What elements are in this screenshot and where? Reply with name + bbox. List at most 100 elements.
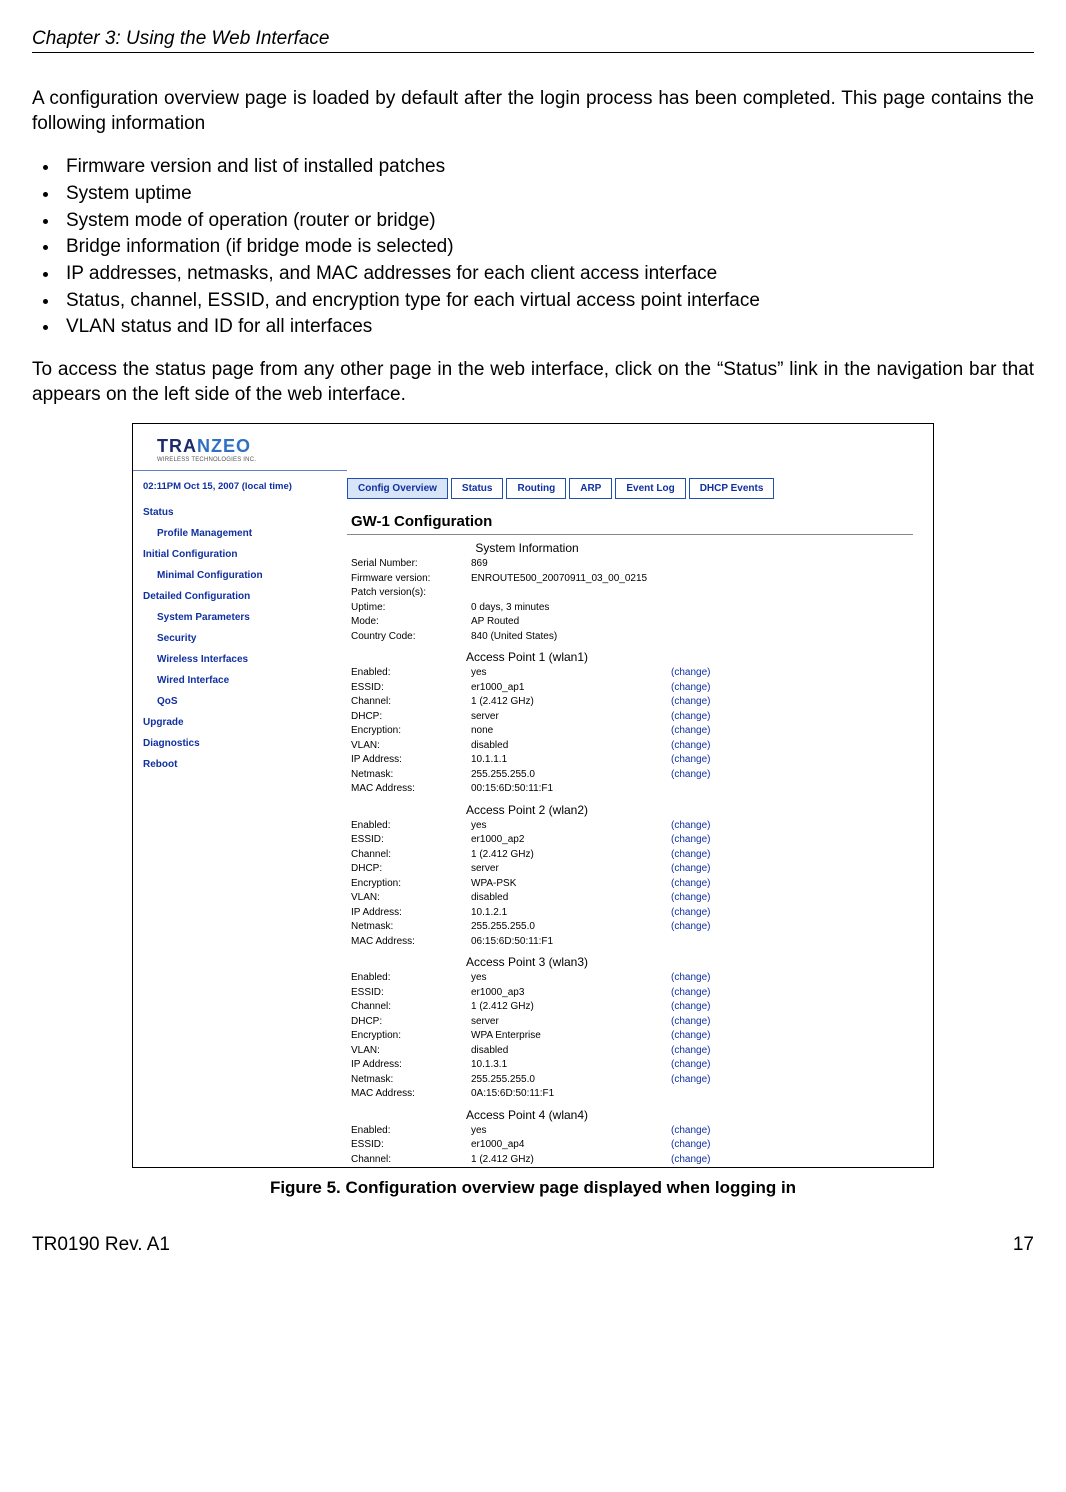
config-title: GW-1 Configuration xyxy=(347,499,913,535)
kv-row: Encryption:none(change) xyxy=(347,724,827,739)
kv-value: 06:15:6D:50:11:F1 xyxy=(471,935,671,950)
kv-row: DHCP:server(change) xyxy=(347,862,827,877)
kv-label: ESSID: xyxy=(347,1138,471,1153)
kv-value: WPA-PSK xyxy=(471,877,671,892)
nav-minimal[interactable]: Minimal Configuration xyxy=(133,565,347,586)
nav-diag[interactable]: Diagnostics xyxy=(133,733,347,754)
change-link[interactable]: (change) xyxy=(671,891,710,906)
kv-label: DHCP: xyxy=(347,710,471,725)
nav-initial[interactable]: Initial Configuration xyxy=(133,544,347,565)
tab-dhcp[interactable]: DHCP Events xyxy=(689,478,775,499)
kv-label: VLAN: xyxy=(347,1044,471,1059)
nav-sysparams[interactable]: System Parameters xyxy=(133,607,347,628)
kv-label: Enabled: xyxy=(347,971,471,986)
change-link[interactable]: (change) xyxy=(671,724,710,739)
tab-eventlog[interactable]: Event Log xyxy=(615,478,685,499)
tab-routing[interactable]: Routing xyxy=(506,478,566,499)
kv-label: Uptime: xyxy=(347,601,471,616)
change-link[interactable]: (change) xyxy=(671,739,710,754)
change-link[interactable]: (change) xyxy=(671,971,710,986)
change-link[interactable]: (change) xyxy=(671,1000,710,1015)
bullet-list: Firmware version and list of installed p… xyxy=(32,154,1034,339)
nav-status[interactable]: Status xyxy=(133,502,347,523)
change-link[interactable]: (change) xyxy=(671,848,710,863)
change-link[interactable]: (change) xyxy=(671,833,710,848)
tab-arp[interactable]: ARP xyxy=(569,478,612,499)
logo-part1: TRA xyxy=(157,436,197,456)
kv-row: Encryption:WPA-PSK(change) xyxy=(347,877,827,892)
tab-overview[interactable]: Config Overview xyxy=(347,478,448,499)
kv-label: VLAN: xyxy=(347,891,471,906)
change-link[interactable]: (change) xyxy=(671,920,710,935)
change-link[interactable]: (change) xyxy=(671,695,710,710)
nav-wireless[interactable]: Wireless Interfaces xyxy=(133,649,347,670)
change-link[interactable]: (change) xyxy=(671,986,710,1001)
kv-label: Serial Number: xyxy=(347,557,471,572)
nav-reboot[interactable]: Reboot xyxy=(133,754,347,775)
nav-security[interactable]: Security xyxy=(133,628,347,649)
sys-head: System Information xyxy=(347,535,707,557)
change-link[interactable]: (change) xyxy=(671,753,710,768)
nav-profile[interactable]: Profile Management xyxy=(133,523,347,544)
kv-value: server xyxy=(471,862,671,877)
kv-label: ESSID: xyxy=(347,986,471,1001)
kv-row: MAC Address:06:15:6D:50:11:F1 xyxy=(347,935,827,950)
kv-value: 255.255.255.0 xyxy=(471,1073,671,1088)
nav-upgrade[interactable]: Upgrade xyxy=(133,712,347,733)
logo: TRANZEO WIRELESS TECHNOLOGIES INC. xyxy=(133,432,266,463)
tab-status[interactable]: Status xyxy=(451,478,504,499)
kv-value: server xyxy=(471,710,671,725)
kv-value: 1 (2.412 GHz) xyxy=(471,1000,671,1015)
nav-qos[interactable]: QoS xyxy=(133,691,347,712)
change-link[interactable]: (change) xyxy=(671,819,710,834)
bullet-item: IP addresses, netmasks, and MAC addresse… xyxy=(60,261,1034,287)
kv-label: DHCP: xyxy=(347,1015,471,1030)
change-link[interactable]: (change) xyxy=(671,862,710,877)
kv-value: yes xyxy=(471,819,671,834)
kv-row: Channel:1 (2.412 GHz)(change) xyxy=(347,1000,827,1015)
kv-row: Enabled:yes(change) xyxy=(347,819,827,834)
ap2-head: Access Point 2 (wlan2) xyxy=(347,797,707,819)
ap4-rows: Enabled:yes(change)ESSID:er1000_ap4(chan… xyxy=(347,1124,933,1168)
screenshot-body: 02:11PM Oct 15, 2007 (local time) Status… xyxy=(133,470,933,1167)
kv-label: Channel: xyxy=(347,848,471,863)
change-link[interactable]: (change) xyxy=(671,710,710,725)
screenshot-header: TRANZEO WIRELESS TECHNOLOGIES INC. xyxy=(133,424,933,470)
figure-caption: Figure 5. Configuration overview page di… xyxy=(32,1178,1034,1198)
nav-detailed[interactable]: Detailed Configuration xyxy=(133,586,347,607)
kv-row: Mode:AP Routed xyxy=(347,615,827,630)
change-link[interactable]: (change) xyxy=(671,1015,710,1030)
kv-row: Netmask:255.255.255.0(change) xyxy=(347,1073,827,1088)
logo-part2: NZEO xyxy=(197,436,251,456)
post-text: To access the status page from any other… xyxy=(32,358,1034,407)
change-link[interactable]: (change) xyxy=(671,1153,710,1168)
bullet-item: Firmware version and list of installed p… xyxy=(60,154,1034,180)
change-link[interactable]: (change) xyxy=(671,1124,710,1139)
tab-row: Config Overview Status Routing ARP Event… xyxy=(347,470,933,499)
kv-row: IP Address:10.1.1.1(change) xyxy=(347,753,827,768)
kv-value: 869 xyxy=(471,557,671,572)
kv-row: Channel:1 (2.412 GHz)(change) xyxy=(347,1153,827,1168)
timestamp: 02:11PM Oct 15, 2007 (local time) xyxy=(133,477,347,502)
kv-row: Channel:1 (2.412 GHz)(change) xyxy=(347,695,827,710)
kv-label: MAC Address: xyxy=(347,1087,471,1102)
kv-value: disabled xyxy=(471,1044,671,1059)
content-area: Config Overview Status Routing ARP Event… xyxy=(347,470,933,1167)
change-link[interactable]: (change) xyxy=(671,768,710,783)
change-link[interactable]: (change) xyxy=(671,681,710,696)
change-link[interactable]: (change) xyxy=(671,1029,710,1044)
kv-label: Firmware version: xyxy=(347,572,471,587)
change-link[interactable]: (change) xyxy=(671,1058,710,1073)
kv-label: Enabled: xyxy=(347,819,471,834)
kv-value: disabled xyxy=(471,891,671,906)
kv-value: er1000_ap2 xyxy=(471,833,671,848)
change-link[interactable]: (change) xyxy=(671,1044,710,1059)
change-link[interactable]: (change) xyxy=(671,877,710,892)
footer-right: 17 xyxy=(1013,1234,1034,1256)
change-link[interactable]: (change) xyxy=(671,1138,710,1153)
nav-wired[interactable]: Wired Interface xyxy=(133,670,347,691)
change-link[interactable]: (change) xyxy=(671,1073,710,1088)
change-link[interactable]: (change) xyxy=(671,666,710,681)
change-link[interactable]: (change) xyxy=(671,906,710,921)
kv-value: 840 (United States) xyxy=(471,630,671,645)
